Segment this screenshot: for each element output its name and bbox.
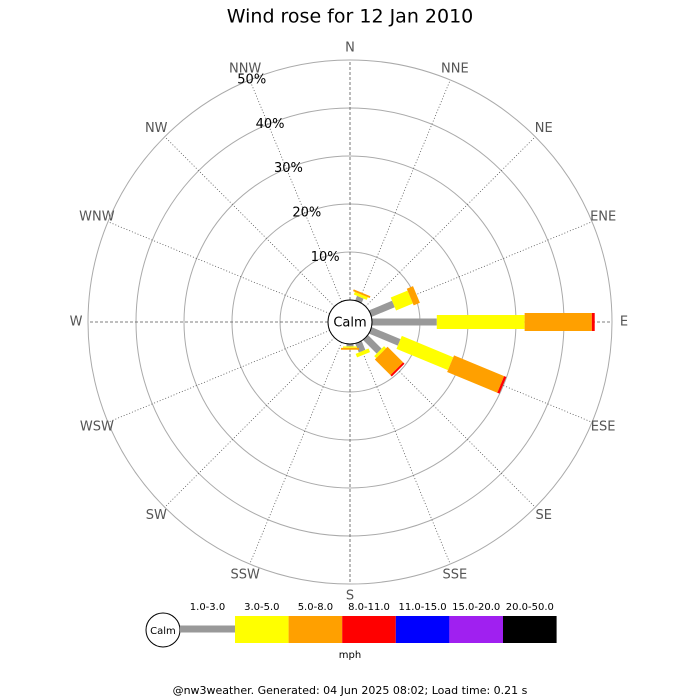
direction-label: SW <box>146 508 167 523</box>
bar-segment <box>353 289 371 299</box>
spoke <box>249 79 342 302</box>
direction-label: NNE <box>441 61 469 76</box>
legend-swatch <box>342 616 396 643</box>
legend-label: 5.0-8.0 <box>298 602 333 613</box>
chart-title: Wind rose for 12 Jan 2010 <box>227 6 474 28</box>
bar-segment <box>374 346 387 359</box>
direction-label: ENE <box>590 210 616 225</box>
legend-swatch <box>395 616 450 643</box>
bar-segment <box>497 376 507 394</box>
spoke <box>365 136 536 307</box>
calm-label: Calm <box>333 316 366 331</box>
spoke <box>107 221 330 314</box>
direction-label: NE <box>535 121 553 136</box>
direction-label: ESE <box>591 419 616 434</box>
spoke <box>164 136 335 307</box>
direction-label: W <box>70 315 83 330</box>
direction-label: WSW <box>80 419 114 434</box>
legend-swatch <box>449 616 503 643</box>
legend-calm-label: Calm <box>150 626 176 637</box>
direction-label: NW <box>145 121 168 136</box>
legend-label: 1.0-3.0 <box>190 602 225 613</box>
bar-segment <box>406 286 420 306</box>
bar-segment <box>396 335 454 371</box>
direction-label: SE <box>536 508 552 523</box>
bar-segment <box>368 300 395 317</box>
legend-swatch <box>235 616 289 643</box>
legend-label: 8.0-11.0 <box>348 602 390 613</box>
spoke <box>107 330 330 423</box>
footer: @nw3weather. Generated: 04 Jun 2025 08:0… <box>173 684 528 697</box>
direction-label: WNW <box>79 210 115 225</box>
bar-segment <box>355 295 364 304</box>
grid-ring <box>87 59 613 585</box>
bar-segment <box>390 290 413 311</box>
spoke <box>164 337 335 508</box>
bar-segment <box>368 327 401 346</box>
legend-swatch <box>288 616 343 643</box>
spoke <box>358 79 451 302</box>
legend-label: 15.0-20.0 <box>452 602 500 613</box>
direction-label: SSW <box>230 568 260 583</box>
r-tick-label: 20% <box>292 205 321 220</box>
r-tick-label: 10% <box>311 250 340 265</box>
legend-label: 3.0-5.0 <box>244 602 279 613</box>
bar-segment <box>353 291 368 300</box>
direction-label: E <box>620 315 628 330</box>
r-tick-label: 50% <box>237 72 266 87</box>
legend-swatch <box>503 616 557 643</box>
direction-label: N <box>345 41 355 56</box>
direction-label: NNW <box>229 61 261 76</box>
legend-unit: mph <box>339 650 361 661</box>
bar-segment <box>447 355 505 393</box>
r-tick-label: 30% <box>274 161 303 176</box>
direction-label: SSE <box>442 568 467 583</box>
bar-segment <box>390 362 405 377</box>
bar-segment <box>355 340 366 353</box>
bar-segment <box>363 335 382 354</box>
spoke <box>249 342 342 565</box>
spoke <box>358 342 451 565</box>
legend-label: 20.0-50.0 <box>506 602 554 613</box>
bar-segment <box>374 346 404 376</box>
calm-circle <box>327 299 373 345</box>
direction-label: S <box>346 589 354 604</box>
legend-label: 11.0-15.0 <box>399 602 447 613</box>
bar-segment <box>355 348 371 358</box>
r-tick-label: 40% <box>256 117 285 132</box>
